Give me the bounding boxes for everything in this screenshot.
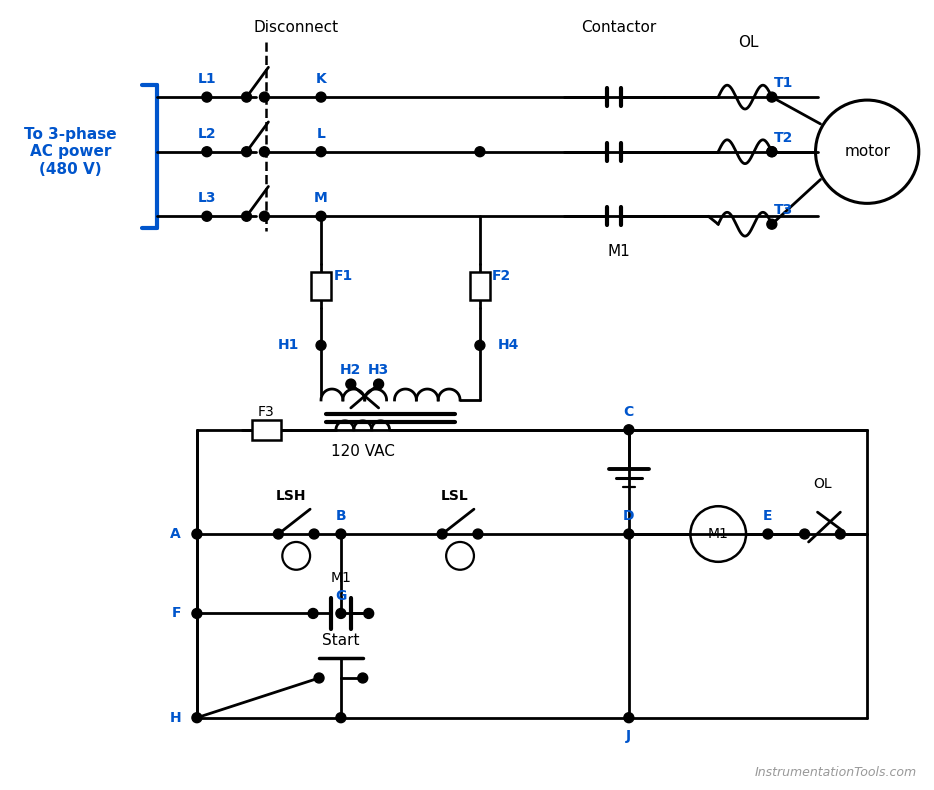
Text: T2: T2 (774, 131, 794, 145)
Text: Start: Start (322, 633, 360, 648)
Circle shape (202, 211, 212, 221)
Text: M: M (314, 191, 328, 205)
Circle shape (767, 220, 777, 229)
Circle shape (260, 211, 269, 221)
Circle shape (316, 147, 326, 156)
Text: Disconnect: Disconnect (254, 20, 339, 35)
Circle shape (336, 529, 346, 539)
Text: F: F (172, 607, 181, 620)
Text: H: H (169, 711, 181, 724)
Text: motor: motor (844, 145, 890, 160)
Text: L1: L1 (197, 72, 216, 86)
Text: C: C (624, 405, 634, 419)
Circle shape (316, 92, 326, 102)
Circle shape (363, 608, 374, 619)
Text: F2: F2 (492, 269, 512, 283)
Text: L: L (317, 127, 325, 141)
Text: InstrumentationTools.com: InstrumentationTools.com (755, 766, 917, 779)
Text: OL: OL (738, 35, 758, 50)
Circle shape (624, 529, 634, 539)
Text: OL: OL (814, 477, 832, 491)
Text: F1: F1 (333, 269, 352, 283)
Text: L2: L2 (197, 127, 216, 141)
Text: T3: T3 (774, 203, 793, 217)
Circle shape (767, 147, 777, 156)
Circle shape (314, 673, 324, 683)
Text: E: E (763, 509, 772, 523)
Text: A: A (170, 527, 181, 541)
Circle shape (346, 379, 356, 389)
Circle shape (316, 340, 326, 350)
Text: J: J (627, 728, 631, 743)
Circle shape (192, 529, 202, 539)
Circle shape (308, 608, 318, 619)
Circle shape (624, 713, 634, 723)
Circle shape (242, 211, 251, 221)
Text: 120 VAC: 120 VAC (331, 444, 395, 459)
Text: B: B (335, 509, 347, 523)
Circle shape (437, 529, 447, 539)
Text: T1: T1 (774, 76, 794, 90)
Circle shape (767, 147, 777, 156)
Circle shape (202, 92, 212, 102)
Text: H1: H1 (277, 338, 299, 352)
Circle shape (374, 379, 384, 389)
Bar (251, 419, 281, 440)
Text: H3: H3 (368, 363, 389, 377)
Circle shape (192, 713, 202, 723)
Circle shape (767, 92, 777, 102)
Text: D: D (623, 509, 634, 523)
Bar (311, 272, 331, 299)
Bar (470, 272, 489, 299)
Circle shape (274, 529, 283, 539)
Circle shape (358, 673, 368, 683)
Circle shape (624, 425, 634, 435)
Circle shape (242, 92, 251, 102)
Text: L3: L3 (198, 191, 216, 205)
Circle shape (260, 92, 269, 102)
Circle shape (763, 529, 772, 539)
Text: H2: H2 (340, 363, 361, 377)
Circle shape (242, 147, 251, 156)
Circle shape (835, 529, 845, 539)
Circle shape (192, 608, 202, 619)
Circle shape (260, 147, 269, 156)
Circle shape (473, 529, 483, 539)
Text: M1: M1 (607, 243, 630, 258)
Text: LSH: LSH (276, 489, 306, 503)
Circle shape (800, 529, 810, 539)
Circle shape (475, 340, 485, 350)
Text: LSL: LSL (441, 489, 469, 503)
Circle shape (336, 713, 346, 723)
Text: F3: F3 (258, 405, 275, 419)
Text: K: K (316, 72, 326, 86)
Text: M1: M1 (331, 570, 351, 585)
Text: M1: M1 (708, 527, 729, 541)
Circle shape (309, 529, 319, 539)
Circle shape (336, 608, 346, 619)
Text: To 3-phase
AC power
(480 V): To 3-phase AC power (480 V) (24, 127, 117, 177)
Text: G: G (335, 589, 347, 603)
Circle shape (202, 147, 212, 156)
Circle shape (475, 147, 485, 156)
Text: Contactor: Contactor (581, 20, 657, 35)
Circle shape (316, 211, 326, 221)
Text: H4: H4 (498, 338, 519, 352)
